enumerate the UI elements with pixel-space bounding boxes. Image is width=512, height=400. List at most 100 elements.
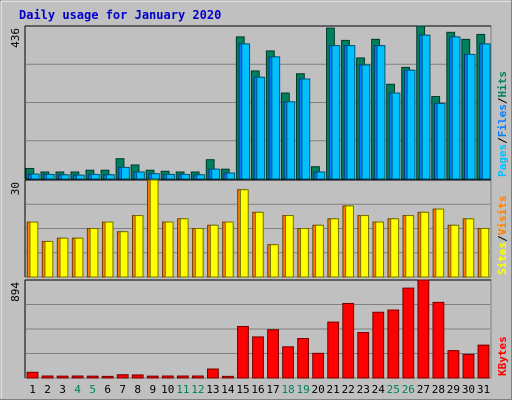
bar-sites-day-14 xyxy=(224,221,234,278)
x-tick-label: 8 xyxy=(134,383,141,396)
bar-sites-day-15 xyxy=(239,189,249,278)
bar-kbytes-day-24 xyxy=(372,311,385,379)
bar-kbytes-day-14 xyxy=(222,375,234,379)
x-tick-label: 2 xyxy=(44,383,51,396)
x-tick-label: 24 xyxy=(372,383,386,396)
panels-group: 436 Pages/Files/Hits 30Sites/Visits894KByt… xyxy=(9,25,509,379)
bar-sites-day-28 xyxy=(435,208,445,278)
bar-pages-day-6 xyxy=(105,174,115,180)
x-tick-label: 17 xyxy=(266,383,279,396)
x-tick-label: 7 xyxy=(119,383,126,396)
x-tick-label: 6 xyxy=(104,383,111,396)
bar-sites-day-30 xyxy=(465,218,475,278)
bar-kbytes-day-10 xyxy=(161,375,174,379)
bar-pages-day-13 xyxy=(211,168,221,180)
x-tick-label: 15 xyxy=(236,383,249,396)
bar-kbytes-day-25 xyxy=(387,309,400,379)
bar-sites-day-22 xyxy=(345,205,354,278)
panel-legend: KBytes xyxy=(496,336,509,376)
bar-sites-day-16 xyxy=(254,211,264,278)
bar-pages-day-5 xyxy=(90,173,100,180)
bar-kbytes-day-21 xyxy=(327,321,340,379)
bar-sites-day-21 xyxy=(330,218,339,278)
bar-sites-day-26 xyxy=(405,215,415,278)
bar-kbytes-day-19 xyxy=(297,338,310,379)
bar-pages-day-4 xyxy=(75,174,85,180)
bar-pages-day-12 xyxy=(196,174,205,180)
bar-sites-day-8 xyxy=(134,215,144,278)
x-tick-label: 21 xyxy=(327,383,340,396)
bar-pages-day-8 xyxy=(136,171,145,180)
bar-sites-day-4 xyxy=(74,237,84,278)
bar-sites-day-25 xyxy=(390,218,400,278)
x-tick-label: 25 xyxy=(387,383,400,396)
bar-kbytes-day-1 xyxy=(26,371,39,379)
bar-sites-day-5 xyxy=(89,228,99,278)
bar-kbytes-day-18 xyxy=(282,346,294,379)
bar-kbytes-day-28 xyxy=(432,301,445,379)
bar-sites-day-6 xyxy=(104,221,114,278)
x-tick-label: 28 xyxy=(432,383,445,396)
bar-kbytes-day-7 xyxy=(116,374,129,379)
legend-hits: Hits xyxy=(496,71,509,98)
bar-kbytes-day-29 xyxy=(447,350,460,379)
x-tick-label: 26 xyxy=(402,383,415,396)
bar-kbytes-day-31 xyxy=(477,344,490,379)
x-tick-label: 11 xyxy=(176,383,189,396)
bar-pages-day-30 xyxy=(466,53,476,180)
x-tick-label: 12 xyxy=(191,383,204,396)
legend-sites: Sites xyxy=(496,242,509,275)
bar-pages-day-3 xyxy=(60,174,70,180)
bar-sites-day-27 xyxy=(420,211,430,278)
bar-pages-day-7 xyxy=(121,166,130,180)
bar-pages-day-31 xyxy=(481,43,491,180)
bar-sites-day-31 xyxy=(480,228,490,278)
bar-pages-day-17 xyxy=(271,56,281,180)
x-tick-label: 1 xyxy=(29,383,36,396)
panel-sites-visits: 30 Sites/Visits xyxy=(9,179,509,278)
bar-kbytes-day-5 xyxy=(86,375,99,379)
x-tick-label: 10 xyxy=(161,383,174,396)
bar-sites-day-12 xyxy=(194,228,204,278)
bar-kbytes-day-16 xyxy=(252,336,264,379)
bar-sites-day-1 xyxy=(29,221,39,278)
bar-sites-day-3 xyxy=(59,237,69,278)
x-tick-label: 16 xyxy=(251,383,264,396)
chart-title: Daily usage for January 2020 xyxy=(19,8,221,22)
x-tick-label: 3 xyxy=(59,383,66,396)
bar-kbytes-day-3 xyxy=(56,375,69,379)
panel-kbytes: 894 KBytes xyxy=(9,279,509,379)
bar-pages-day-14 xyxy=(226,172,236,180)
x-tick-label: 29 xyxy=(447,383,460,396)
bar-sites-day-2 xyxy=(44,240,54,278)
panel-pages-files-hits: 436 Pages/Files/Hits xyxy=(9,25,509,180)
bar-pages-day-18 xyxy=(286,101,296,180)
x-tick-label: 5 xyxy=(89,383,96,396)
bar-sites-day-23 xyxy=(360,215,369,278)
bar-pages-day-20 xyxy=(316,171,326,180)
x-tick-label: 23 xyxy=(357,383,370,396)
bar-pages-day-23 xyxy=(361,64,371,180)
bar-sites-day-9 xyxy=(149,179,159,278)
bar-kbytes-day-11 xyxy=(176,375,189,379)
bar-pages-day-27 xyxy=(421,34,431,180)
bar-kbytes-day-30 xyxy=(462,353,475,379)
bar-pages-day-21 xyxy=(331,45,341,180)
bar-pages-day-28 xyxy=(436,103,446,180)
legend-pages: Pages xyxy=(496,144,509,177)
x-tick-label: 31 xyxy=(477,383,490,396)
bar-kbytes-day-23 xyxy=(357,332,370,379)
x-tick-label: 9 xyxy=(149,383,156,396)
y-max-label: 436 xyxy=(9,28,22,48)
x-tick-label: 14 xyxy=(221,383,235,396)
panel-legend: Sites/Visits xyxy=(496,196,509,276)
legend-files: Files xyxy=(496,104,509,137)
bar-pages-day-25 xyxy=(391,92,401,180)
panel-legend: Pages/Files/Hits xyxy=(496,71,509,177)
bar-kbytes-day-27 xyxy=(417,279,430,379)
x-tick-label: 22 xyxy=(342,383,355,396)
bar-kbytes-day-8 xyxy=(131,374,144,379)
bar-sites-day-10 xyxy=(164,221,174,278)
bar-pages-day-26 xyxy=(406,69,416,180)
bar-sites-day-19 xyxy=(300,228,309,278)
